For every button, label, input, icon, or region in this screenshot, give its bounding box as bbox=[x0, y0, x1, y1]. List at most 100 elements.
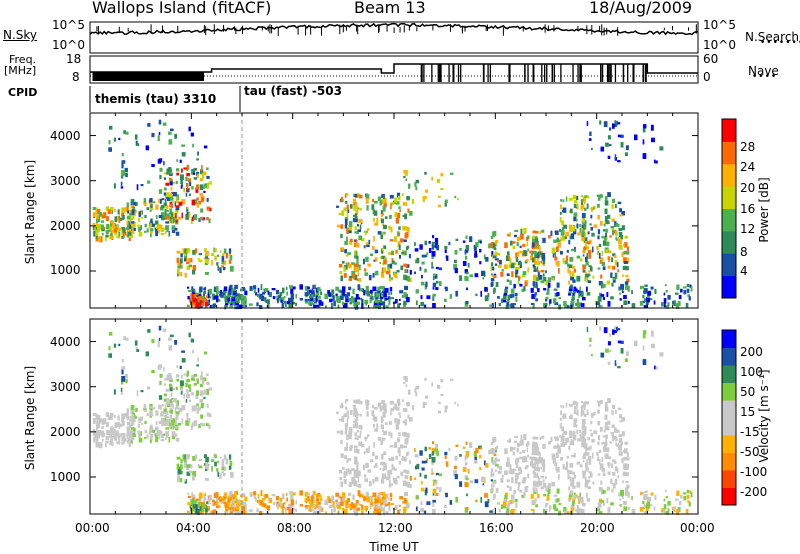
velocity-cell bbox=[465, 451, 470, 457]
power-cell bbox=[644, 284, 648, 287]
power-cell bbox=[105, 230, 109, 235]
power-cell bbox=[597, 195, 601, 201]
velocity-cell bbox=[537, 457, 542, 461]
power-cell bbox=[432, 303, 436, 308]
velocity-cell bbox=[588, 344, 592, 347]
velocity-cell bbox=[181, 358, 186, 363]
power-cell bbox=[110, 224, 113, 227]
power-cell bbox=[503, 292, 508, 296]
power-cell bbox=[407, 183, 411, 189]
power-cell bbox=[124, 167, 128, 173]
power-cell bbox=[355, 293, 359, 299]
velocity-cell bbox=[282, 493, 285, 500]
power-cell bbox=[634, 134, 638, 141]
power-cell bbox=[553, 298, 557, 304]
velocity-cell bbox=[201, 371, 203, 377]
power-cell bbox=[364, 268, 367, 272]
power-cell bbox=[497, 296, 500, 299]
power-cell bbox=[573, 268, 576, 273]
power-cell bbox=[159, 174, 162, 180]
power-cell bbox=[188, 212, 191, 218]
power-cell bbox=[619, 214, 623, 217]
power-cell bbox=[604, 208, 608, 214]
power-cell bbox=[379, 297, 383, 304]
power-cell bbox=[354, 213, 358, 220]
velocity-cell bbox=[118, 343, 121, 347]
freq-block bbox=[633, 64, 635, 82]
velocity-cell bbox=[513, 489, 516, 495]
velocity-cell bbox=[535, 450, 540, 456]
power-cell bbox=[192, 298, 197, 303]
velocity-cell bbox=[174, 407, 177, 413]
velocity-cell bbox=[257, 493, 260, 499]
velocity-cell bbox=[553, 494, 558, 497]
velocity-cell bbox=[621, 417, 625, 422]
velocity-cell bbox=[536, 482, 539, 487]
velocity-cell bbox=[616, 444, 619, 447]
power-cell bbox=[444, 245, 448, 250]
power-cell bbox=[236, 293, 241, 297]
power-cell bbox=[341, 196, 343, 203]
power-cell bbox=[169, 193, 172, 197]
power-cell bbox=[507, 233, 511, 237]
power-cell bbox=[590, 214, 593, 219]
velocity-cell bbox=[446, 461, 449, 467]
power-ytick-4000: 4000 bbox=[50, 129, 81, 143]
power-cell bbox=[589, 266, 593, 272]
power-cell bbox=[495, 282, 499, 287]
velocity-cell bbox=[552, 483, 555, 487]
power-cell bbox=[614, 272, 618, 279]
power-cell bbox=[186, 249, 190, 254]
power-cell bbox=[381, 248, 384, 254]
velocity-cell bbox=[161, 404, 165, 407]
velocity-cell bbox=[516, 442, 520, 448]
velocity-cell bbox=[148, 430, 151, 435]
velocity-cell bbox=[385, 504, 389, 507]
velocity-cell bbox=[617, 442, 620, 447]
velocity-cell bbox=[491, 487, 494, 493]
velocity-cell bbox=[377, 437, 382, 441]
velocity-cell bbox=[610, 432, 614, 435]
velocity-cell bbox=[189, 506, 192, 509]
power-cell bbox=[120, 227, 122, 232]
power-colorbar-label: Power [dB] bbox=[757, 177, 771, 242]
power-cell bbox=[234, 293, 238, 298]
velocity-cell bbox=[607, 506, 611, 513]
power-cell bbox=[158, 224, 163, 229]
velocity-cell bbox=[381, 453, 384, 457]
velocity-cell bbox=[428, 447, 431, 450]
velocity-cell bbox=[332, 501, 335, 507]
power-cell bbox=[191, 199, 196, 206]
power-cell bbox=[123, 130, 126, 134]
power-cell bbox=[623, 257, 627, 264]
velocity-cell bbox=[96, 422, 101, 429]
power-cell bbox=[154, 228, 158, 232]
power-cell bbox=[388, 277, 392, 282]
power-cell bbox=[576, 275, 581, 282]
velocity-cell bbox=[396, 418, 401, 425]
power-cell bbox=[340, 275, 343, 282]
velocity-cell bbox=[612, 329, 615, 335]
power-cell bbox=[584, 207, 587, 211]
velocity-cell bbox=[315, 502, 318, 508]
power-cell bbox=[558, 268, 560, 274]
power-cell bbox=[180, 253, 183, 258]
power-cell bbox=[396, 192, 401, 198]
power-cell bbox=[225, 252, 229, 259]
power-cell bbox=[197, 298, 200, 302]
velocity-cell bbox=[487, 498, 490, 504]
power-cell bbox=[339, 295, 344, 301]
velocity-cell bbox=[530, 493, 534, 499]
power-cell bbox=[170, 186, 173, 191]
power-cell bbox=[386, 287, 389, 293]
velocity-cell bbox=[341, 416, 345, 422]
noise-left-tick-bottom: 10^0 bbox=[52, 38, 85, 52]
power-cell bbox=[338, 212, 343, 216]
velocity-cell bbox=[191, 375, 196, 380]
velocity-cell bbox=[504, 470, 508, 475]
power-cell bbox=[113, 137, 117, 142]
power-cell bbox=[556, 282, 560, 288]
power-cell bbox=[216, 262, 219, 266]
velocity-cell bbox=[110, 413, 114, 417]
power-cell bbox=[180, 264, 183, 268]
